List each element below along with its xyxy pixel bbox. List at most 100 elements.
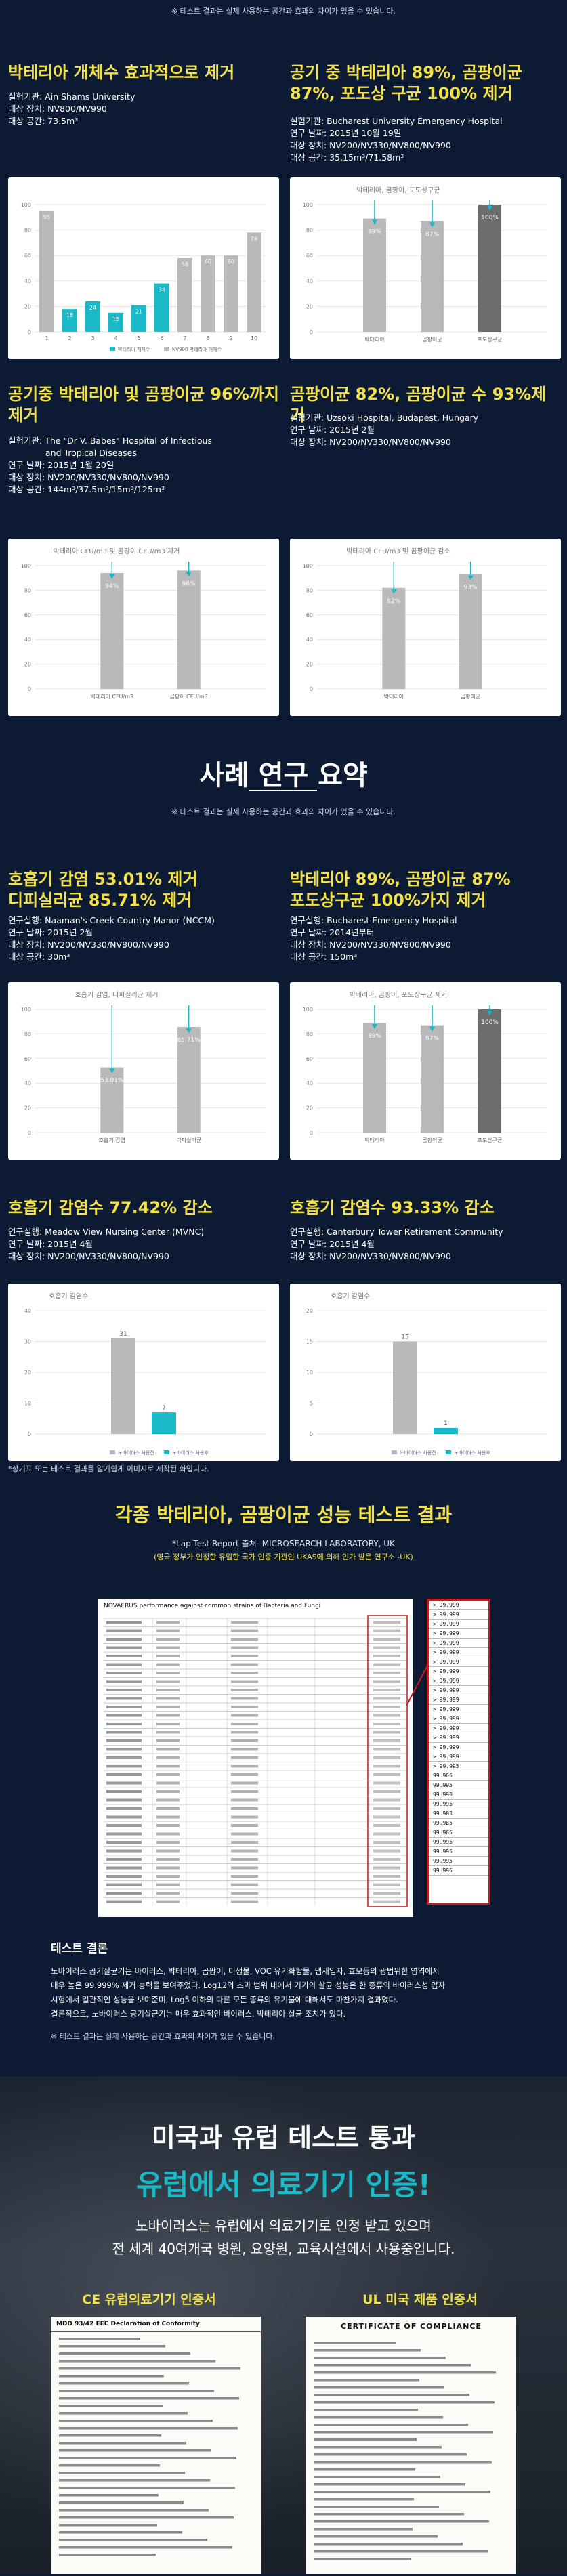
ce-heading: MDD 93/42 EEC Declaration of Conformity xyxy=(51,2317,261,2332)
table-cell-text xyxy=(156,1815,180,1819)
table-cell-text xyxy=(231,1629,258,1632)
table-cell-text xyxy=(373,1900,400,1903)
table-cell-text xyxy=(156,1781,180,1785)
meta-line: 실험기관: Ain Shams University xyxy=(8,91,135,102)
chart-title: 박테리아, 곰팡이, 포도상구균 xyxy=(356,186,440,194)
table-cell-text xyxy=(156,1739,180,1742)
table-cell-text xyxy=(106,1858,142,1861)
s3-left-title-line1: 호흡기 감염 53.01% 제거 xyxy=(8,870,198,889)
bar xyxy=(382,587,406,689)
bar xyxy=(177,1027,201,1133)
legend-swatch xyxy=(164,1450,169,1454)
s2-right-meta: 실험기관: Uzsoki Hospital, Budapest, Hungary… xyxy=(290,412,478,448)
table-cell-text xyxy=(156,1841,180,1844)
table-cell-text xyxy=(156,1748,180,1751)
y-tick-label: 80 xyxy=(306,1031,313,1037)
result-value: 99.983 xyxy=(429,1809,488,1819)
bar xyxy=(39,211,54,332)
result-value: > 99.999 xyxy=(429,1601,488,1610)
document-text-line xyxy=(314,2476,440,2478)
table-cell-text xyxy=(373,1748,400,1751)
document-text-line xyxy=(59,2457,236,2459)
chart-5: 0 20 40 60 80 100 호흡기 감염, 디피실리균 제거 53.01% 호흡기 감염… xyxy=(8,982,279,1160)
bar xyxy=(100,1067,124,1133)
table-cell-text xyxy=(106,1866,142,1870)
y-tick-label: 20 xyxy=(306,303,313,310)
table-cell-text xyxy=(231,1638,258,1641)
summary-underline xyxy=(249,790,317,791)
y-tick-label: 60 xyxy=(306,253,313,259)
document-text-line xyxy=(314,2550,488,2553)
bar xyxy=(177,570,201,689)
x-tick-label: 곰팡이 CFU/m3 xyxy=(170,693,208,700)
ul-text-block xyxy=(314,2342,496,2560)
bar-value-label: 15 xyxy=(112,316,119,322)
bar xyxy=(363,1023,386,1133)
document-text-line xyxy=(59,2390,214,2392)
chart-6: 0 20 40 60 80 100 박테리아, 곰팡이, 포도상구균 제거 89% 박테리아 87… xyxy=(290,982,561,1160)
table-cell-text xyxy=(156,1807,180,1810)
result-value: 99.995 xyxy=(429,1781,488,1790)
table-cell-text xyxy=(231,1773,258,1776)
bar-value-label: 95 xyxy=(43,214,50,220)
table-cell-text xyxy=(106,1697,142,1700)
callout-arrow-head xyxy=(467,575,474,580)
document-text-line xyxy=(314,2364,471,2367)
legend-swatch xyxy=(446,1450,451,1454)
table-cell-text xyxy=(231,1714,258,1717)
bar xyxy=(152,1412,176,1434)
table-cell-text xyxy=(373,1773,400,1776)
result-value: 99.985 xyxy=(429,1819,488,1828)
result-value: > 99.999 xyxy=(429,1657,488,1667)
table-cell-text xyxy=(373,1638,400,1641)
bar-value-label: 7 xyxy=(162,1405,166,1412)
table-cell-text xyxy=(373,1672,400,1674)
table-cell-text xyxy=(106,1723,142,1725)
table-cell-text xyxy=(106,1798,142,1802)
bar-value-label: 89% xyxy=(368,1033,381,1040)
result-value: > 99.999 xyxy=(429,1714,488,1724)
bar xyxy=(421,221,444,332)
document-text-line xyxy=(59,2360,215,2363)
legend-label: 박테리아 개체수 xyxy=(118,346,150,352)
table-cell-text xyxy=(231,1706,258,1708)
table-cell-text xyxy=(106,1756,142,1759)
s1-left-title: 박테리아 개체수 효과적으로 제거 xyxy=(8,63,235,82)
meta-line: 연구 날짜: 2015년 2월 xyxy=(8,927,93,937)
y-tick-label: 0 xyxy=(28,1431,31,1437)
document-text-line xyxy=(314,2513,464,2516)
table-cell-text xyxy=(156,1731,180,1734)
table-cell-text xyxy=(106,1815,142,1819)
result-value: > 99.999 xyxy=(429,1705,488,1714)
conclusion-line: 시험에서 일관적인 성능을 보여준며, Log5 이하의 다른 모든 종류의 유… xyxy=(51,1995,398,2004)
document-text-line xyxy=(59,2509,209,2512)
document-text-line xyxy=(314,2535,438,2538)
document-text-line xyxy=(314,2379,419,2382)
bar xyxy=(177,257,192,332)
meta-line: 대상 장치: NV200/NV330/NV800/NV990 xyxy=(8,939,169,950)
ul-heading: CERTIFICATE OF COMPLIANCE xyxy=(341,2322,482,2331)
table-cell-text xyxy=(373,1807,400,1810)
x-tick-label: 6 xyxy=(160,335,163,341)
table-cell-text xyxy=(106,1900,142,1903)
y-tick-label: 80 xyxy=(24,587,31,593)
table-cell-text xyxy=(106,1621,142,1624)
meta-line: 대상 장치: NV200/NV330/NV800/NV990 xyxy=(290,140,451,150)
table-cell-text xyxy=(156,1824,180,1827)
document-text-line xyxy=(314,2446,442,2449)
document-text-line xyxy=(59,2367,240,2370)
meta-line: 대상 공간: 150m³ xyxy=(290,952,358,962)
x-tick-label: 9 xyxy=(229,335,232,341)
result-value: > 99.999 xyxy=(429,1695,488,1705)
y-tick-label: 10 xyxy=(306,1370,313,1376)
table-cell-text xyxy=(373,1824,400,1827)
document-text-line xyxy=(59,2501,184,2504)
ce-certificate: MDD 93/42 EEC Declaration of Conformity xyxy=(51,2317,261,2574)
table-cell-text xyxy=(231,1832,258,1836)
meta-line: 대상 장치: NV200/NV330/NV800/NV990 xyxy=(290,437,451,447)
result-value: 99.995 xyxy=(429,1847,488,1857)
y-tick-label: 40 xyxy=(24,1080,31,1086)
bar xyxy=(459,574,482,689)
lab-source: *Lap Test Report 출처- MICROSEARCH LABORAT… xyxy=(172,1539,395,1548)
result-value: > 99.999 xyxy=(429,1743,488,1752)
